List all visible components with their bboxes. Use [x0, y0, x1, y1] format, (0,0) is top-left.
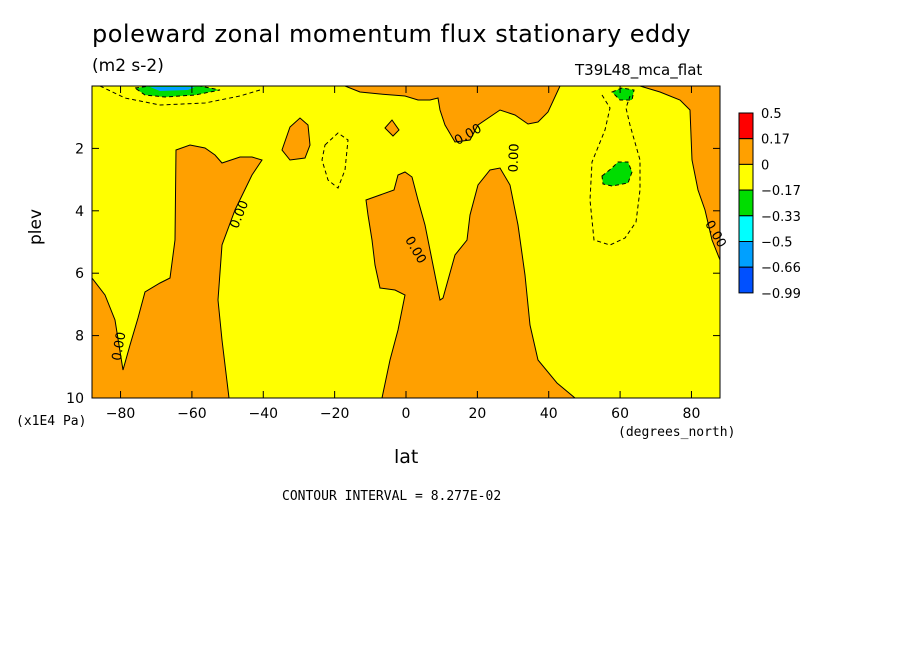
- region-negative-blob: [601, 161, 633, 187]
- region-positive-island1: [281, 117, 311, 161]
- x-tick-label: 40: [540, 406, 558, 422]
- chart-title: poleward zonal momentum flux stationary …: [92, 20, 692, 48]
- x-tick-label: 20: [468, 406, 486, 422]
- y-tick-label: 6: [75, 266, 84, 282]
- colorbar-swatch: [738, 163, 754, 191]
- region-strong-negative-top: [150, 87, 195, 91]
- y-axis-ticks: 2 4 6 8 10: [66, 141, 720, 407]
- x-axis-label: lat: [394, 446, 419, 468]
- colorbar-swatch: [738, 112, 754, 140]
- x-tick-label: 80: [683, 406, 701, 422]
- contour-label: 0.00: [110, 331, 130, 362]
- model-name: T39L48_mca_flat: [575, 61, 703, 79]
- colorbar-swatch: [738, 189, 754, 217]
- region-positive-eq: [365, 167, 576, 398]
- contour-label: 0.00: [507, 143, 523, 172]
- colorbar-label: −0.5: [761, 236, 793, 251]
- y-axis-units: (x1E4 Pa): [16, 414, 87, 429]
- x-tick-label: −20: [320, 406, 350, 422]
- colorbar-swatch: [738, 138, 754, 165]
- x-tick-label: −80: [106, 406, 136, 422]
- colorbar-swatch: [738, 266, 754, 294]
- x-tick-label: −60: [177, 406, 207, 422]
- colorbar-label: 0: [761, 158, 769, 173]
- y-tick-label: 2: [75, 141, 84, 157]
- y-tick-label: 8: [75, 329, 84, 345]
- colorbar-label: −0.66: [761, 261, 801, 276]
- contour-interval: CONTOUR INTERVAL = 8.277E-02: [282, 489, 502, 504]
- contour-dashed-nh-loop: [589, 94, 641, 246]
- colorbar-swatch: [738, 215, 754, 243]
- y-tick-label: 4: [75, 204, 84, 220]
- x-tick-label: 60: [611, 406, 629, 422]
- region-positive-sh: [92, 144, 263, 398]
- x-axis-ticks: −80 −60 −40 −20 0 20 40 60 80: [106, 86, 701, 422]
- x-tick-label: −40: [248, 406, 278, 422]
- y-tick-label: 10: [66, 391, 84, 407]
- colorbar-label: 0.5: [761, 107, 782, 122]
- colorbar-label: 0.17: [761, 133, 790, 148]
- colorbar-label: −0.99: [761, 287, 801, 302]
- colorbar: 0.5 0.17 0 −0.17 −0.33 −0.5 −0.66 −0.99: [738, 107, 801, 302]
- region-positive-nh: [344, 86, 720, 143]
- x-axis-units: (degrees_north): [618, 425, 736, 440]
- chart-units: (m2 s-2): [92, 56, 164, 76]
- x-tick-label: 0: [402, 406, 411, 422]
- colorbar-label: −0.17: [761, 184, 801, 199]
- contour-dashed-sh: [99, 86, 261, 106]
- region-positive-island2: [384, 119, 400, 137]
- region-positive-ne: [639, 86, 720, 261]
- colorbar-label: −0.33: [761, 210, 801, 225]
- colorbar-swatch: [738, 241, 754, 268]
